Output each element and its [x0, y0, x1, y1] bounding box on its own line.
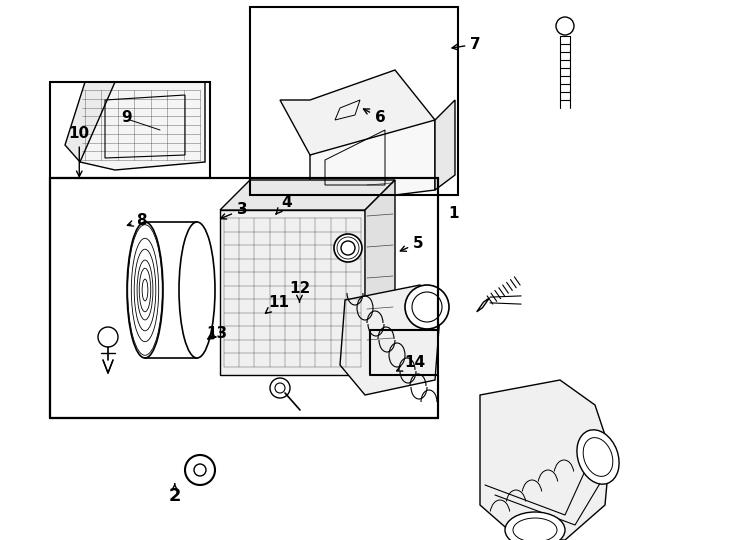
Polygon shape: [365, 180, 395, 375]
Ellipse shape: [127, 222, 163, 358]
Text: 7: 7: [452, 37, 481, 52]
Ellipse shape: [185, 455, 215, 485]
Polygon shape: [220, 180, 395, 210]
Text: 3: 3: [220, 202, 247, 219]
Polygon shape: [435, 100, 455, 190]
Text: 14: 14: [396, 355, 425, 371]
Ellipse shape: [334, 234, 362, 262]
Ellipse shape: [270, 378, 290, 398]
Ellipse shape: [577, 430, 619, 484]
Bar: [50, 178, 438, 418]
Text: 8: 8: [128, 213, 147, 228]
Text: 1: 1: [448, 206, 459, 221]
Text: 5: 5: [400, 235, 424, 251]
Ellipse shape: [194, 464, 206, 476]
Text: 4: 4: [276, 195, 291, 214]
Text: 11: 11: [266, 295, 289, 313]
Ellipse shape: [275, 383, 285, 393]
Ellipse shape: [98, 327, 118, 347]
Text: 9: 9: [121, 110, 131, 125]
Polygon shape: [280, 70, 435, 155]
Polygon shape: [310, 120, 435, 195]
Text: 12: 12: [289, 281, 310, 302]
Ellipse shape: [505, 512, 565, 540]
Text: 10: 10: [69, 126, 90, 177]
Ellipse shape: [179, 222, 215, 358]
Polygon shape: [340, 285, 440, 395]
Polygon shape: [476, 298, 490, 312]
Ellipse shape: [341, 241, 355, 255]
Polygon shape: [220, 210, 365, 375]
Polygon shape: [80, 82, 205, 170]
Text: 6: 6: [363, 109, 385, 125]
Polygon shape: [65, 82, 115, 162]
Polygon shape: [480, 380, 610, 540]
Ellipse shape: [556, 17, 574, 35]
Ellipse shape: [405, 285, 449, 329]
Text: 2: 2: [168, 484, 181, 505]
Text: 13: 13: [206, 326, 227, 341]
Bar: [250, 7, 458, 195]
Bar: [50, 82, 210, 178]
